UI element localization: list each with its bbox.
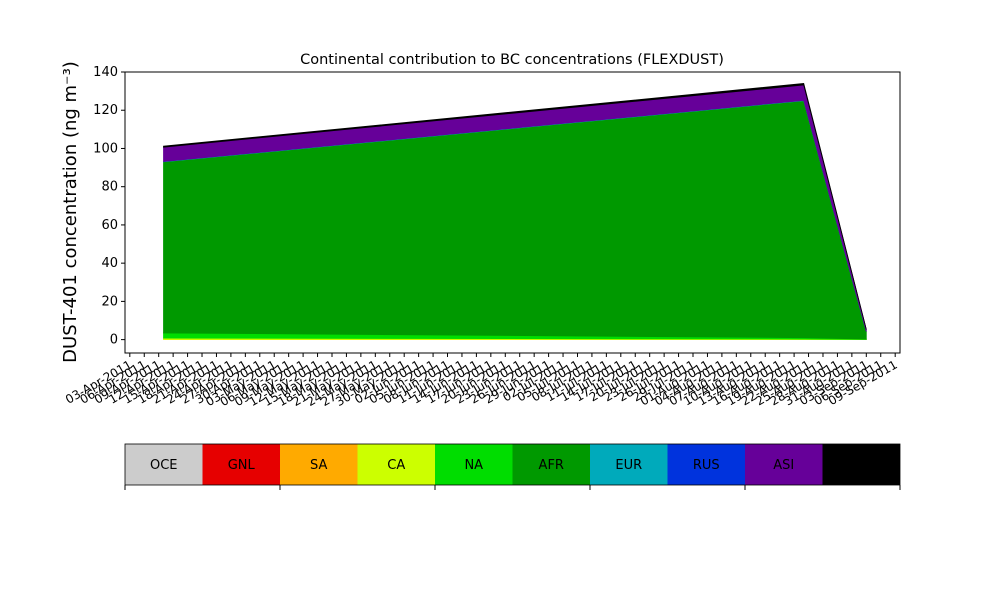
legend-swatch <box>822 444 900 485</box>
legend-label: AFR <box>539 458 564 473</box>
y-tick-label: 80 <box>101 180 118 195</box>
legend-swatch <box>280 444 358 485</box>
legend-swatch <box>745 444 823 485</box>
colorbar-ticks <box>124 485 901 490</box>
legend-swatch <box>357 444 435 485</box>
legend-label: ASI <box>773 458 794 473</box>
y-tick-label: 60 <box>101 218 118 233</box>
plot-area <box>163 83 867 341</box>
legend-label: CA <box>387 458 405 473</box>
y-tick-label: 120 <box>93 103 118 118</box>
legend-swatch <box>125 444 203 485</box>
legend-swatch <box>590 444 668 485</box>
legend-label: NA <box>464 458 483 473</box>
plot-frame <box>124 71 901 354</box>
legend: OCE GNL SA CA NA AFR EUR RUS ASI AUS <box>124 443 901 486</box>
chart-title: Continental contribution to BC concentra… <box>300 52 724 68</box>
legend-label: SA <box>310 458 327 473</box>
y-axis-label: DUST-401 concentration (ng m⁻³) <box>60 61 81 363</box>
legend-label: EUR <box>615 458 642 473</box>
area <box>163 83 867 330</box>
legend-label: AUS <box>848 458 875 473</box>
y-tick-label: 40 <box>101 256 118 271</box>
legend-swatch <box>202 444 280 485</box>
y-tick-label: 0 <box>110 333 118 348</box>
y-tick-label: 140 <box>93 65 118 80</box>
legend-label: OCE <box>150 458 178 473</box>
y-tick-label: 20 <box>101 294 118 309</box>
legend-frame <box>124 443 901 486</box>
legend-label: RUS <box>693 458 720 473</box>
legend-swatch <box>435 444 513 485</box>
legend-swatch <box>667 444 745 485</box>
legend-label: GNL <box>228 458 256 473</box>
y-tick-label: 100 <box>93 141 118 156</box>
legend-swatch <box>512 444 590 485</box>
